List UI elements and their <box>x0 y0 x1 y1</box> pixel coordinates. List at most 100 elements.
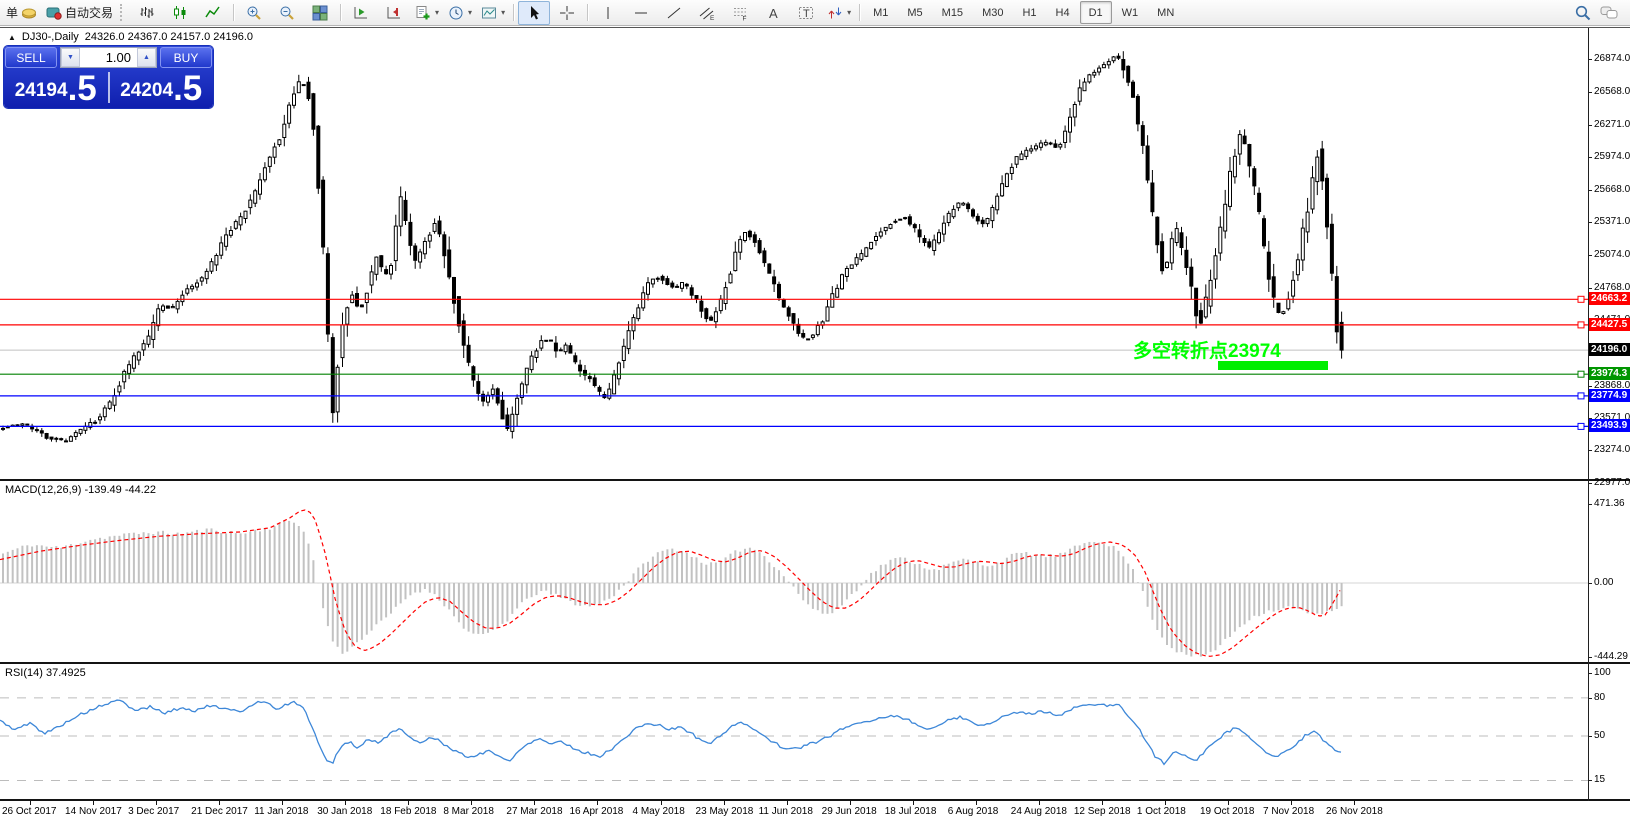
date-axis[interactable]: 26 Oct 2017 14 Nov 2017 3 Dec 2017 21 Dec 2… <box>0 799 1630 822</box>
axis-tick <box>1588 386 1592 387</box>
date-tick <box>1038 801 1040 805</box>
dropdown-arrow-icon: ▾ <box>435 8 440 17</box>
candlestick-button[interactable] <box>164 1 196 25</box>
date-tick <box>156 801 158 805</box>
axis-tick <box>1588 780 1592 781</box>
buy-button[interactable]: BUY <box>160 47 212 68</box>
rsi-panel[interactable] <box>0 664 1588 799</box>
channel-button[interactable]: E <box>691 1 723 25</box>
timeframe-button-M15[interactable]: M15 <box>941 6 964 19</box>
axis-tick <box>1588 504 1592 505</box>
main-price-chart[interactable] <box>0 28 1588 479</box>
date-label: 19 Oct 2018 <box>1199 806 1255 817</box>
price-axis-label: 23868.0 <box>1594 380 1630 391</box>
axis-tick <box>1588 583 1592 584</box>
dropdown-arrow-icon: ▾ <box>847 8 852 17</box>
zoom-in-icon <box>247 6 261 20</box>
axis-tick <box>1588 450 1592 451</box>
volume-input[interactable] <box>80 48 137 67</box>
axis-tick <box>1588 190 1592 191</box>
sell-button[interactable]: SELL <box>5 47 57 68</box>
text-a-icon: A <box>769 6 778 21</box>
toolbar-separator <box>859 4 861 21</box>
bar-chart-icon <box>140 6 154 18</box>
date-label: 23 May 2018 <box>695 806 754 817</box>
panel-divider[interactable] <box>0 662 1630 664</box>
zoom-in-button[interactable] <box>238 1 270 25</box>
date-label: 3 Dec 2017 <box>128 806 180 817</box>
date-label: 11 Jun 2018 <box>758 806 813 817</box>
autoscroll-button[interactable] <box>345 1 377 25</box>
line-chart-button[interactable] <box>197 1 229 25</box>
rsi-axis-label: 80 <box>1594 692 1606 703</box>
price-axis-label: 25074.0 <box>1594 249 1630 260</box>
date-tick <box>597 801 599 805</box>
date-label: 18 Jul 2018 <box>884 806 937 817</box>
trendline-button[interactable] <box>658 1 690 25</box>
macd-axis-label: 471.36 <box>1594 498 1625 509</box>
timeframe-button-M30[interactable]: M30 <box>982 6 1004 19</box>
label-button[interactable]: T <box>790 1 822 25</box>
date-label: 30 Jan 2018 <box>317 806 373 817</box>
chart-shift-icon <box>387 6 401 18</box>
new-chart-button[interactable]: ▾ <box>411 1 443 25</box>
toolbar: 单 自动交易 ▾ ▾ ▾ E F A T ▾ M1 M5 M15 M30 H <box>0 0 1630 26</box>
templates-button[interactable]: ▾ <box>477 1 509 25</box>
one-click-collapse-toggle[interactable]: ▲ <box>8 32 16 42</box>
timeframe-button-D1[interactable]: D1 <box>1079 1 1112 24</box>
gold-order-icon <box>22 8 37 18</box>
toolbar-separator <box>587 4 589 21</box>
date-tick <box>1101 801 1103 805</box>
one-click-trade-panel: SELL ▼ ▲ BUY 24194.5 24204.5 <box>4 46 213 108</box>
timeframe-button-M5[interactable]: M5 <box>907 6 923 19</box>
annotation-highlight-bar[interactable] <box>1218 361 1328 370</box>
line-chart-icon <box>205 6 220 17</box>
cursor-button[interactable] <box>518 0 551 25</box>
volume-increment-button[interactable]: ▲ <box>137 48 156 67</box>
toolbar-right-group <box>1574 4 1628 22</box>
axis-tick <box>1588 418 1592 419</box>
axis-tick <box>1588 157 1592 158</box>
arrows-button[interactable]: ▾ <box>823 1 855 25</box>
macd-label: MACD(12,26,9) -139.49 -44.22 <box>5 484 157 496</box>
autotrading-button[interactable]: 自动交易 <box>42 1 117 25</box>
price-axis-label: 22977.0 <box>1594 477 1630 488</box>
timeframe-button-M1[interactable]: M1 <box>873 6 889 19</box>
timeframe-button-MN[interactable]: MN <box>1157 6 1175 19</box>
annotation-text[interactable]: 多空转折点23974 <box>1133 341 1281 362</box>
axis-tick <box>1588 59 1592 60</box>
date-label: 18 Feb 2018 <box>380 806 437 817</box>
template-icon <box>482 7 497 18</box>
panel-divider[interactable] <box>0 479 1630 481</box>
crosshair-button[interactable] <box>551 1 583 25</box>
toolbar-grip <box>120 4 126 21</box>
fibonacci-button[interactable]: F <box>724 1 756 25</box>
sell-price[interactable]: 24194.5 <box>4 69 108 106</box>
vertical-line-button[interactable] <box>592 1 624 25</box>
horizontal-line-button[interactable] <box>625 1 657 25</box>
text-button[interactable]: A <box>757 1 789 25</box>
timeframe-button-H4[interactable]: H4 <box>1055 6 1070 19</box>
buy-price[interactable]: 24204.5 <box>110 69 214 106</box>
timeframe-button-W1[interactable]: W1 <box>1121 6 1139 19</box>
autotrading-label: 自动交易 <box>65 6 114 20</box>
timeframe-button-H1[interactable]: H1 <box>1022 6 1037 19</box>
periods-button[interactable]: ▾ <box>444 1 476 25</box>
volume-decrement-button[interactable]: ▼ <box>61 48 80 67</box>
new-chart-icon <box>416 5 430 19</box>
chat-icon[interactable] <box>1600 4 1620 22</box>
date-tick <box>786 801 788 805</box>
date-label: 26 Nov 2018 <box>1326 806 1383 817</box>
axis-tick <box>1588 483 1592 484</box>
bar-chart-button[interactable] <box>131 1 163 25</box>
search-icon[interactable] <box>1574 4 1592 22</box>
axis-tick <box>1588 288 1592 289</box>
buy-price-big: .5 <box>173 69 203 108</box>
new-order-button[interactable]: 单 <box>2 1 41 25</box>
zoom-out-button[interactable] <box>271 1 303 25</box>
chart-shift-button[interactable] <box>378 1 410 25</box>
macd-panel[interactable] <box>0 481 1588 662</box>
trendline-icon <box>667 7 681 18</box>
tile-windows-button[interactable] <box>304 1 336 25</box>
dropdown-arrow-icon: ▾ <box>501 8 506 17</box>
